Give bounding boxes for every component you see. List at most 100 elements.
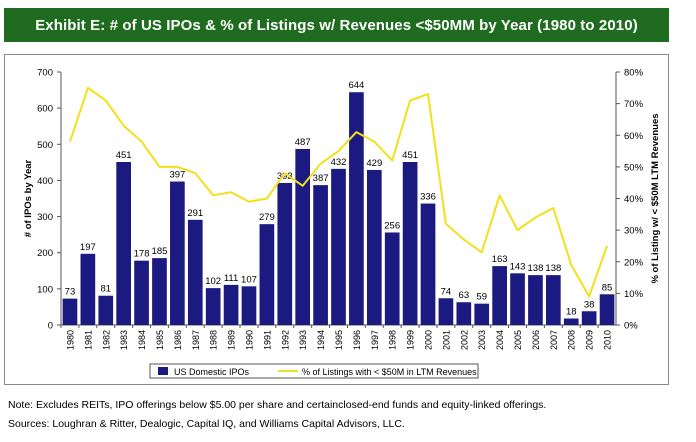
bar-data-label: 393: [277, 171, 293, 182]
x-tick-label: 1989: [227, 330, 237, 350]
bar-data-label: 38: [584, 299, 595, 310]
x-tick-label: 1994: [316, 330, 326, 350]
y-tick-label: 400: [37, 176, 53, 187]
x-tick-label: 2010: [603, 330, 613, 350]
x-tick-label: 1990: [244, 330, 254, 350]
x-tick-label: 2006: [531, 330, 541, 350]
chart-sources: Sources: Loughran & Ritter, Dealogic, Ca…: [8, 418, 405, 430]
bar-data-label: 279: [259, 212, 275, 223]
x-tick-label: 1986: [173, 330, 183, 350]
x-tick-label: 1991: [262, 330, 272, 350]
bar: [187, 219, 203, 325]
bar-data-label: 291: [187, 208, 203, 219]
bar-data-label: 336: [420, 192, 436, 203]
bar: [402, 161, 418, 325]
bar: [545, 275, 561, 325]
bar-data-label: 59: [476, 292, 487, 303]
bar: [581, 311, 597, 325]
y-tick-label: 500: [37, 140, 53, 151]
bar: [456, 302, 472, 325]
legend-label-line: % of Listings with < $50M in LTM Revenue…: [302, 367, 477, 377]
x-tick-label: 1984: [137, 330, 147, 350]
bar: [420, 203, 436, 325]
bar-data-label: 487: [295, 137, 311, 148]
y2-tick-label: 0%: [624, 321, 638, 332]
y-tick-label: 0: [48, 321, 53, 332]
chart-note: Note: Excludes REITs, IPO offerings belo…: [8, 399, 547, 411]
bar: [474, 303, 490, 325]
x-tick-label: 1981: [83, 330, 93, 350]
bar-data-label: 73: [65, 287, 76, 298]
bar-data-label: 107: [241, 274, 257, 285]
x-tick-label: 1980: [65, 330, 75, 350]
bar-data-label: 85: [602, 282, 613, 293]
bar-data-label: 74: [441, 286, 452, 297]
bar-data-label: 397: [169, 170, 185, 181]
y-tick-label: 600: [37, 104, 53, 115]
bar: [510, 273, 525, 325]
y2-tick-label: 10%: [624, 289, 644, 300]
bar-data-label: 387: [313, 173, 329, 184]
bar: [205, 288, 221, 325]
x-tick-label: 1987: [191, 330, 201, 350]
bar: [599, 294, 615, 325]
chart-title-banner: Exhibit E: # of US IPOs & % of Listings …: [4, 8, 669, 42]
x-tick-label: 2005: [513, 330, 523, 350]
bar-data-label: 256: [384, 220, 400, 231]
bar: [366, 169, 382, 325]
x-tick-label: 2001: [441, 330, 451, 350]
x-tick-label: 1983: [119, 330, 129, 350]
bar-data-label: 197: [80, 242, 96, 253]
bar: [313, 185, 328, 325]
bar-data-label: 111: [224, 273, 238, 284]
y-tick-label: 700: [37, 68, 53, 79]
bar: [241, 286, 257, 325]
bar-data-label: 451: [402, 150, 418, 161]
bar: [152, 258, 167, 325]
x-tick-label: 1995: [334, 330, 344, 350]
bar: [563, 318, 579, 325]
bar-data-label: 644: [348, 80, 364, 91]
x-tick-label: 2003: [477, 330, 487, 350]
bar-data-label: 178: [134, 249, 150, 260]
x-tick-label: 1982: [101, 330, 111, 350]
legend-label-bars: US Domestic IPOs: [174, 367, 250, 377]
bar: [438, 298, 454, 325]
bar: [384, 232, 400, 325]
x-tick-label: 1993: [298, 330, 308, 350]
y-axis-title: # of IPOs by Year: [23, 159, 34, 237]
y2-tick-label: 40%: [624, 194, 644, 205]
y2-tick-label: 60%: [624, 131, 644, 142]
bar-data-label: 63: [459, 290, 470, 301]
x-tick-label: 1985: [155, 330, 165, 350]
x-tick-label: 1992: [280, 330, 290, 350]
legend-box: [149, 363, 479, 379]
bar: [295, 148, 311, 325]
bar-data-label: 429: [366, 158, 382, 169]
x-tick-label: 2009: [585, 330, 595, 350]
bar: [98, 295, 114, 325]
bar-data-label: 138: [545, 263, 561, 274]
x-tick-label: 2002: [459, 330, 469, 350]
y2-tick-label: 70%: [624, 99, 644, 110]
bar: [259, 224, 275, 325]
y-tick-label: 300: [37, 212, 53, 223]
bar: [349, 92, 364, 326]
x-tick-label: 2000: [424, 330, 434, 350]
bar-data-label: 18: [566, 306, 577, 317]
chart-title: Exhibit E: # of US IPOs & % of Listings …: [35, 16, 638, 34]
x-tick-label: 1997: [370, 330, 380, 350]
x-tick-label: 1988: [209, 330, 219, 350]
y2-axis-title: % of Listing w/ < $50M LTM Revenues: [650, 113, 661, 283]
bar-data-label: 451: [116, 150, 132, 161]
bar: [277, 182, 293, 325]
x-tick-label: 2008: [567, 330, 577, 350]
legend-swatch-bars: [158, 367, 168, 375]
y2-tick-label: 20%: [624, 257, 644, 268]
bar: [223, 284, 239, 325]
bar: [62, 298, 78, 325]
y2-tick-label: 30%: [624, 226, 644, 237]
y-tick-label: 200: [37, 248, 53, 259]
bar-data-label: 143: [510, 261, 526, 272]
bar: [492, 266, 507, 325]
